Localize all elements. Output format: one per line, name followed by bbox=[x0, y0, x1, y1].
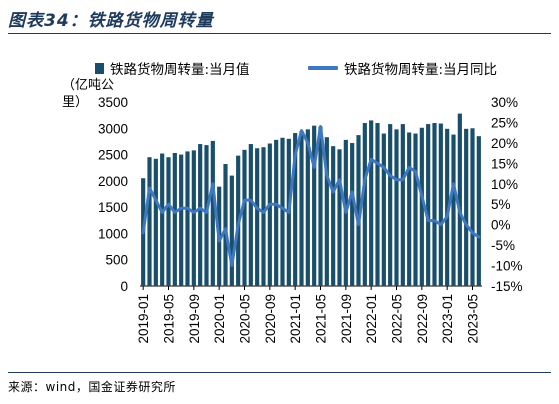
bar bbox=[337, 149, 342, 286]
x-tick-label: 2020-01 bbox=[212, 294, 227, 344]
left-tick-label: 0 bbox=[120, 279, 128, 294]
bar bbox=[255, 148, 260, 286]
bar bbox=[179, 154, 184, 286]
tick-labels: 0 500 1000 1500 2000 2500 3000 3500 -15% -10% -5% 0… bbox=[98, 95, 523, 344]
bar bbox=[388, 124, 393, 286]
bar bbox=[248, 144, 253, 286]
right-tick-label: 25% bbox=[491, 115, 518, 130]
right-tick-label: 30% bbox=[491, 95, 518, 110]
right-tick-label: 5% bbox=[491, 197, 511, 212]
bar bbox=[356, 135, 361, 286]
bar bbox=[413, 133, 418, 286]
bar bbox=[369, 120, 374, 287]
bar bbox=[394, 129, 399, 286]
bar bbox=[457, 113, 462, 286]
x-tick-label: 2022-05 bbox=[390, 294, 405, 344]
right-tick-label: 0% bbox=[491, 218, 511, 233]
bar bbox=[451, 134, 456, 286]
x-tick-label: 2021-09 bbox=[339, 294, 354, 344]
left-tick-label: 500 bbox=[105, 253, 128, 268]
bar bbox=[160, 153, 165, 286]
bar bbox=[375, 123, 380, 286]
bar bbox=[432, 123, 437, 286]
bar bbox=[293, 133, 298, 286]
bar bbox=[223, 164, 228, 286]
bar bbox=[476, 136, 481, 286]
source-divider bbox=[8, 372, 551, 373]
bar bbox=[419, 127, 424, 286]
bar bbox=[318, 126, 323, 287]
legend-bar-swatch bbox=[95, 62, 104, 74]
legend-line-swatch bbox=[308, 66, 338, 70]
x-tick-label: 2021-05 bbox=[314, 294, 329, 344]
bar bbox=[166, 157, 171, 286]
bar bbox=[299, 130, 304, 286]
x-tick-label: 2023-01 bbox=[440, 294, 455, 344]
left-tick-label: 3000 bbox=[98, 121, 128, 136]
x-tick-label: 2019-05 bbox=[162, 294, 177, 344]
y-axis-unit-label: （亿吨公里） bbox=[62, 78, 115, 110]
left-tick-label: 2000 bbox=[98, 174, 128, 189]
bar bbox=[426, 124, 431, 286]
bar bbox=[381, 133, 386, 286]
left-tick-label: 1000 bbox=[98, 226, 128, 241]
legend-line-label: 铁路货物周转量:当月同比 bbox=[344, 62, 498, 78]
bar bbox=[261, 147, 266, 286]
right-tick-label: -15% bbox=[491, 279, 523, 294]
bar bbox=[229, 175, 234, 286]
bar bbox=[267, 143, 272, 286]
chart-canvas: 0 500 1000 1500 2000 2500 3000 3500 -15% -10% -5% 0… bbox=[98, 95, 523, 344]
legend-bar-label: 铁路货物周转量:当月值 bbox=[110, 62, 250, 78]
x-tick-label: 2022-01 bbox=[364, 294, 379, 344]
x-tick-label: 2020-05 bbox=[238, 294, 253, 344]
bar bbox=[438, 123, 443, 286]
x-tick-label: 2019-09 bbox=[187, 294, 202, 344]
line-series bbox=[141, 125, 481, 268]
source-note: 来源：wind，国金证券研究所 bbox=[8, 380, 176, 394]
right-tick-label: 15% bbox=[491, 156, 518, 171]
bar bbox=[172, 152, 177, 286]
right-tick-label: 20% bbox=[491, 136, 518, 151]
bar bbox=[198, 144, 203, 286]
x-tick-label: 2021-01 bbox=[288, 294, 303, 344]
bar bbox=[407, 132, 412, 286]
bar bbox=[305, 129, 310, 286]
figure-title: 图表34：铁路货物周转量 bbox=[8, 11, 214, 31]
title-divider bbox=[8, 33, 551, 34]
x-tick-label: 2019-01 bbox=[136, 294, 151, 344]
x-tick-label: 2023-05 bbox=[466, 294, 481, 344]
yoy-line bbox=[141, 125, 481, 268]
left-tick-label: 2500 bbox=[98, 148, 128, 163]
bar-series bbox=[141, 113, 481, 287]
bar bbox=[331, 146, 336, 286]
left-tick-label: 1500 bbox=[98, 200, 128, 215]
bar bbox=[204, 145, 209, 286]
bar bbox=[324, 137, 329, 286]
right-tick-label: -5% bbox=[491, 238, 515, 253]
bar bbox=[185, 151, 190, 286]
bar bbox=[153, 158, 158, 286]
bar bbox=[312, 125, 317, 286]
bar bbox=[147, 157, 152, 286]
bar bbox=[274, 139, 279, 286]
left-tick-label: 3500 bbox=[98, 95, 128, 110]
right-tick-label: 10% bbox=[491, 177, 518, 192]
x-tick-label: 2022-09 bbox=[415, 294, 430, 344]
bar bbox=[350, 143, 355, 286]
bar bbox=[400, 124, 405, 286]
bar bbox=[280, 137, 285, 286]
bar bbox=[210, 140, 215, 286]
x-tick-label: 2020-09 bbox=[263, 294, 278, 344]
bar bbox=[362, 123, 367, 286]
bar bbox=[445, 128, 450, 286]
chart-axes bbox=[140, 285, 482, 290]
legend-item-bar: 铁路货物周转量:当月值 bbox=[95, 58, 250, 78]
right-tick-label: -10% bbox=[491, 259, 523, 274]
bar bbox=[464, 128, 469, 286]
bar bbox=[242, 149, 247, 286]
bar bbox=[191, 150, 196, 286]
bar bbox=[470, 128, 475, 286]
legend-item-line: 铁路货物周转量:当月同比 bbox=[308, 58, 497, 78]
